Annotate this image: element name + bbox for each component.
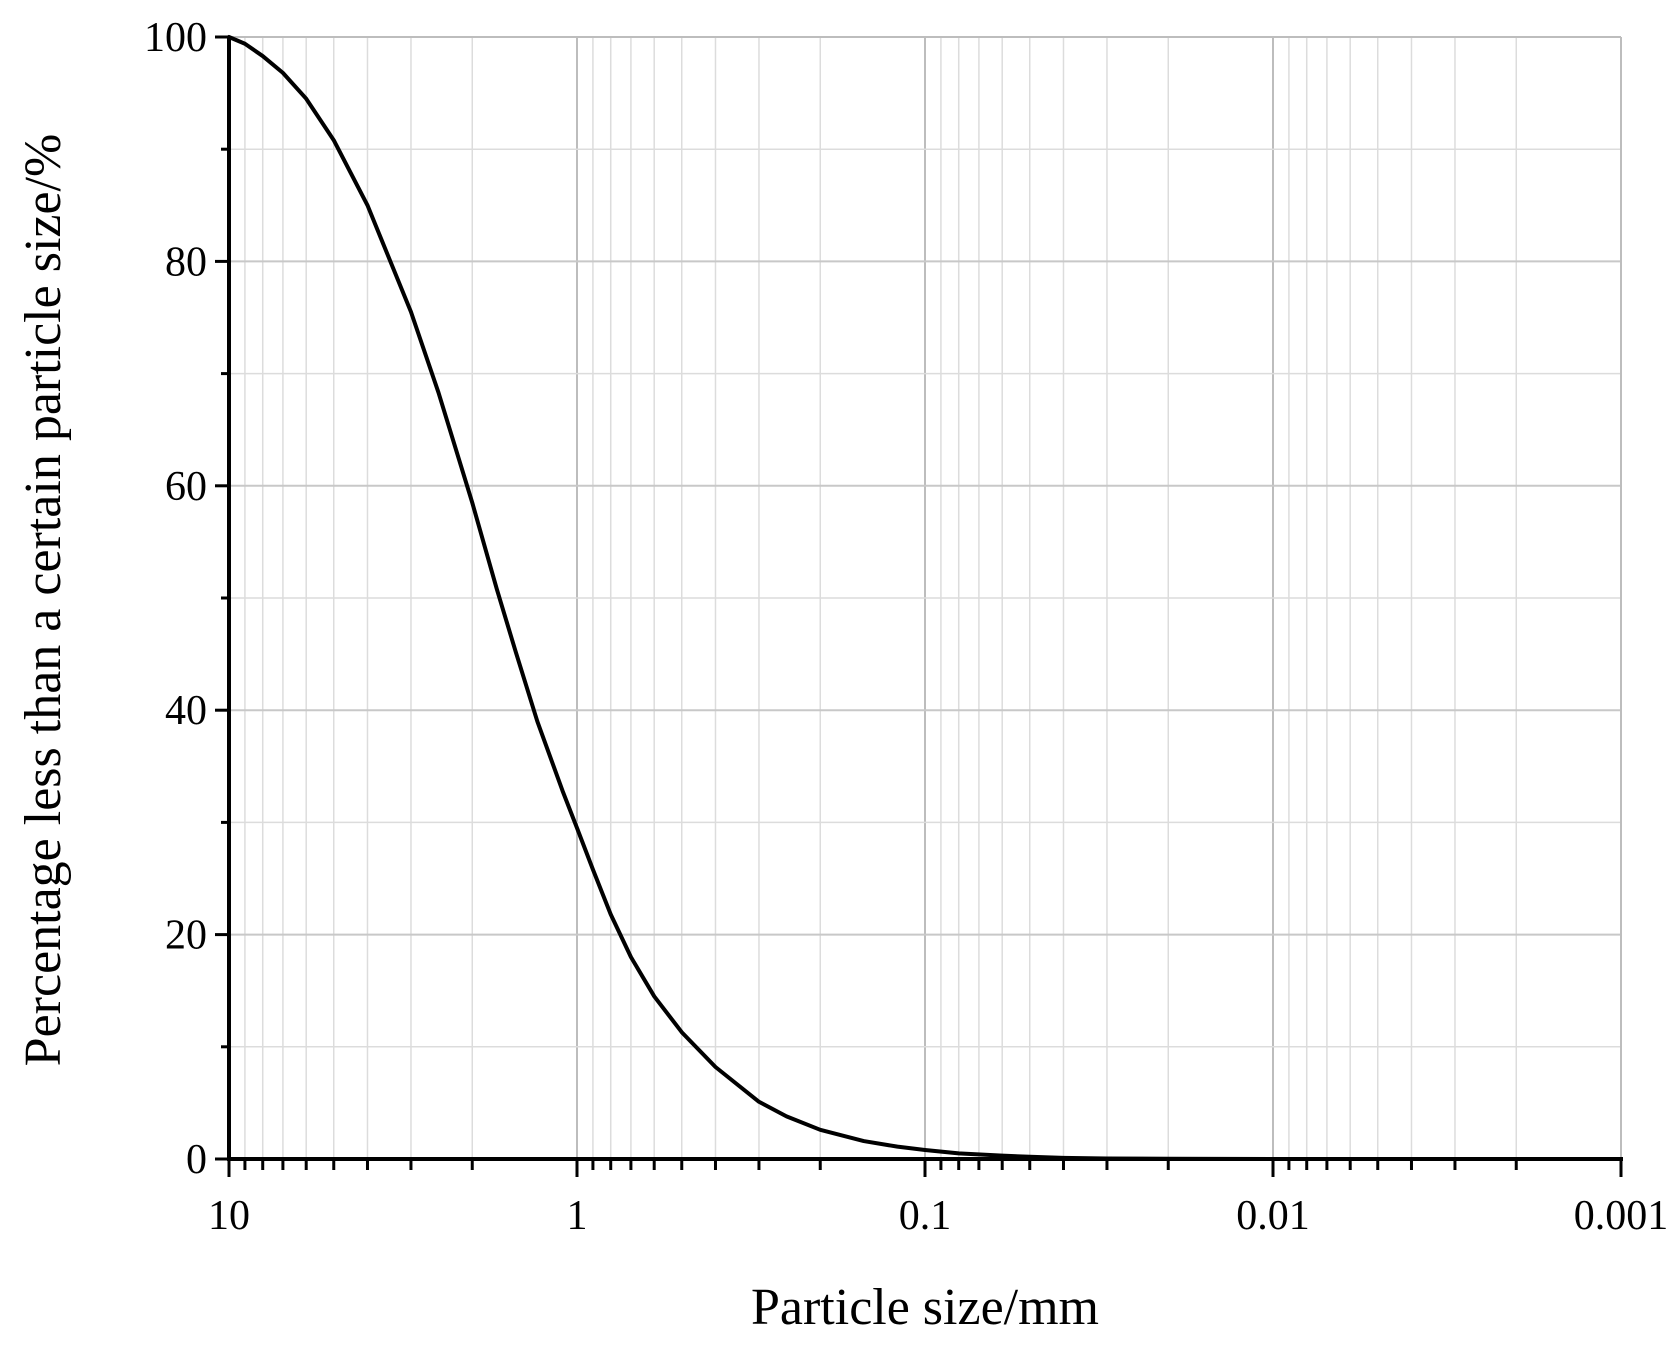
x-tick-label: 10 <box>208 1193 250 1239</box>
x-axis-title: Particle size/mm <box>751 1279 1099 1336</box>
y-axis-title: Percentage less than a certain particle … <box>15 134 72 1067</box>
data-line <box>227 35 1623 1161</box>
y-tick-label: 100 <box>144 15 207 61</box>
y-tick-label: 0 <box>186 1137 207 1183</box>
x-tick-label: 0.01 <box>1236 1193 1310 1239</box>
x-tick-label: 0.1 <box>899 1193 952 1239</box>
series-layer <box>227 35 1623 1161</box>
x-tick-label: 1 <box>567 1193 588 1239</box>
labels-layer: Particle size/mm Percentage less than a … <box>15 15 1668 1336</box>
y-tick-label: 80 <box>165 239 207 285</box>
x-tick-label: 0.001 <box>1574 1193 1669 1239</box>
y-tick-label: 40 <box>165 688 207 734</box>
y-tick-label: 20 <box>165 913 207 959</box>
y-tick-label: 60 <box>165 464 207 510</box>
grid-layer <box>229 36 1622 1159</box>
axes-layer <box>215 35 1623 1177</box>
